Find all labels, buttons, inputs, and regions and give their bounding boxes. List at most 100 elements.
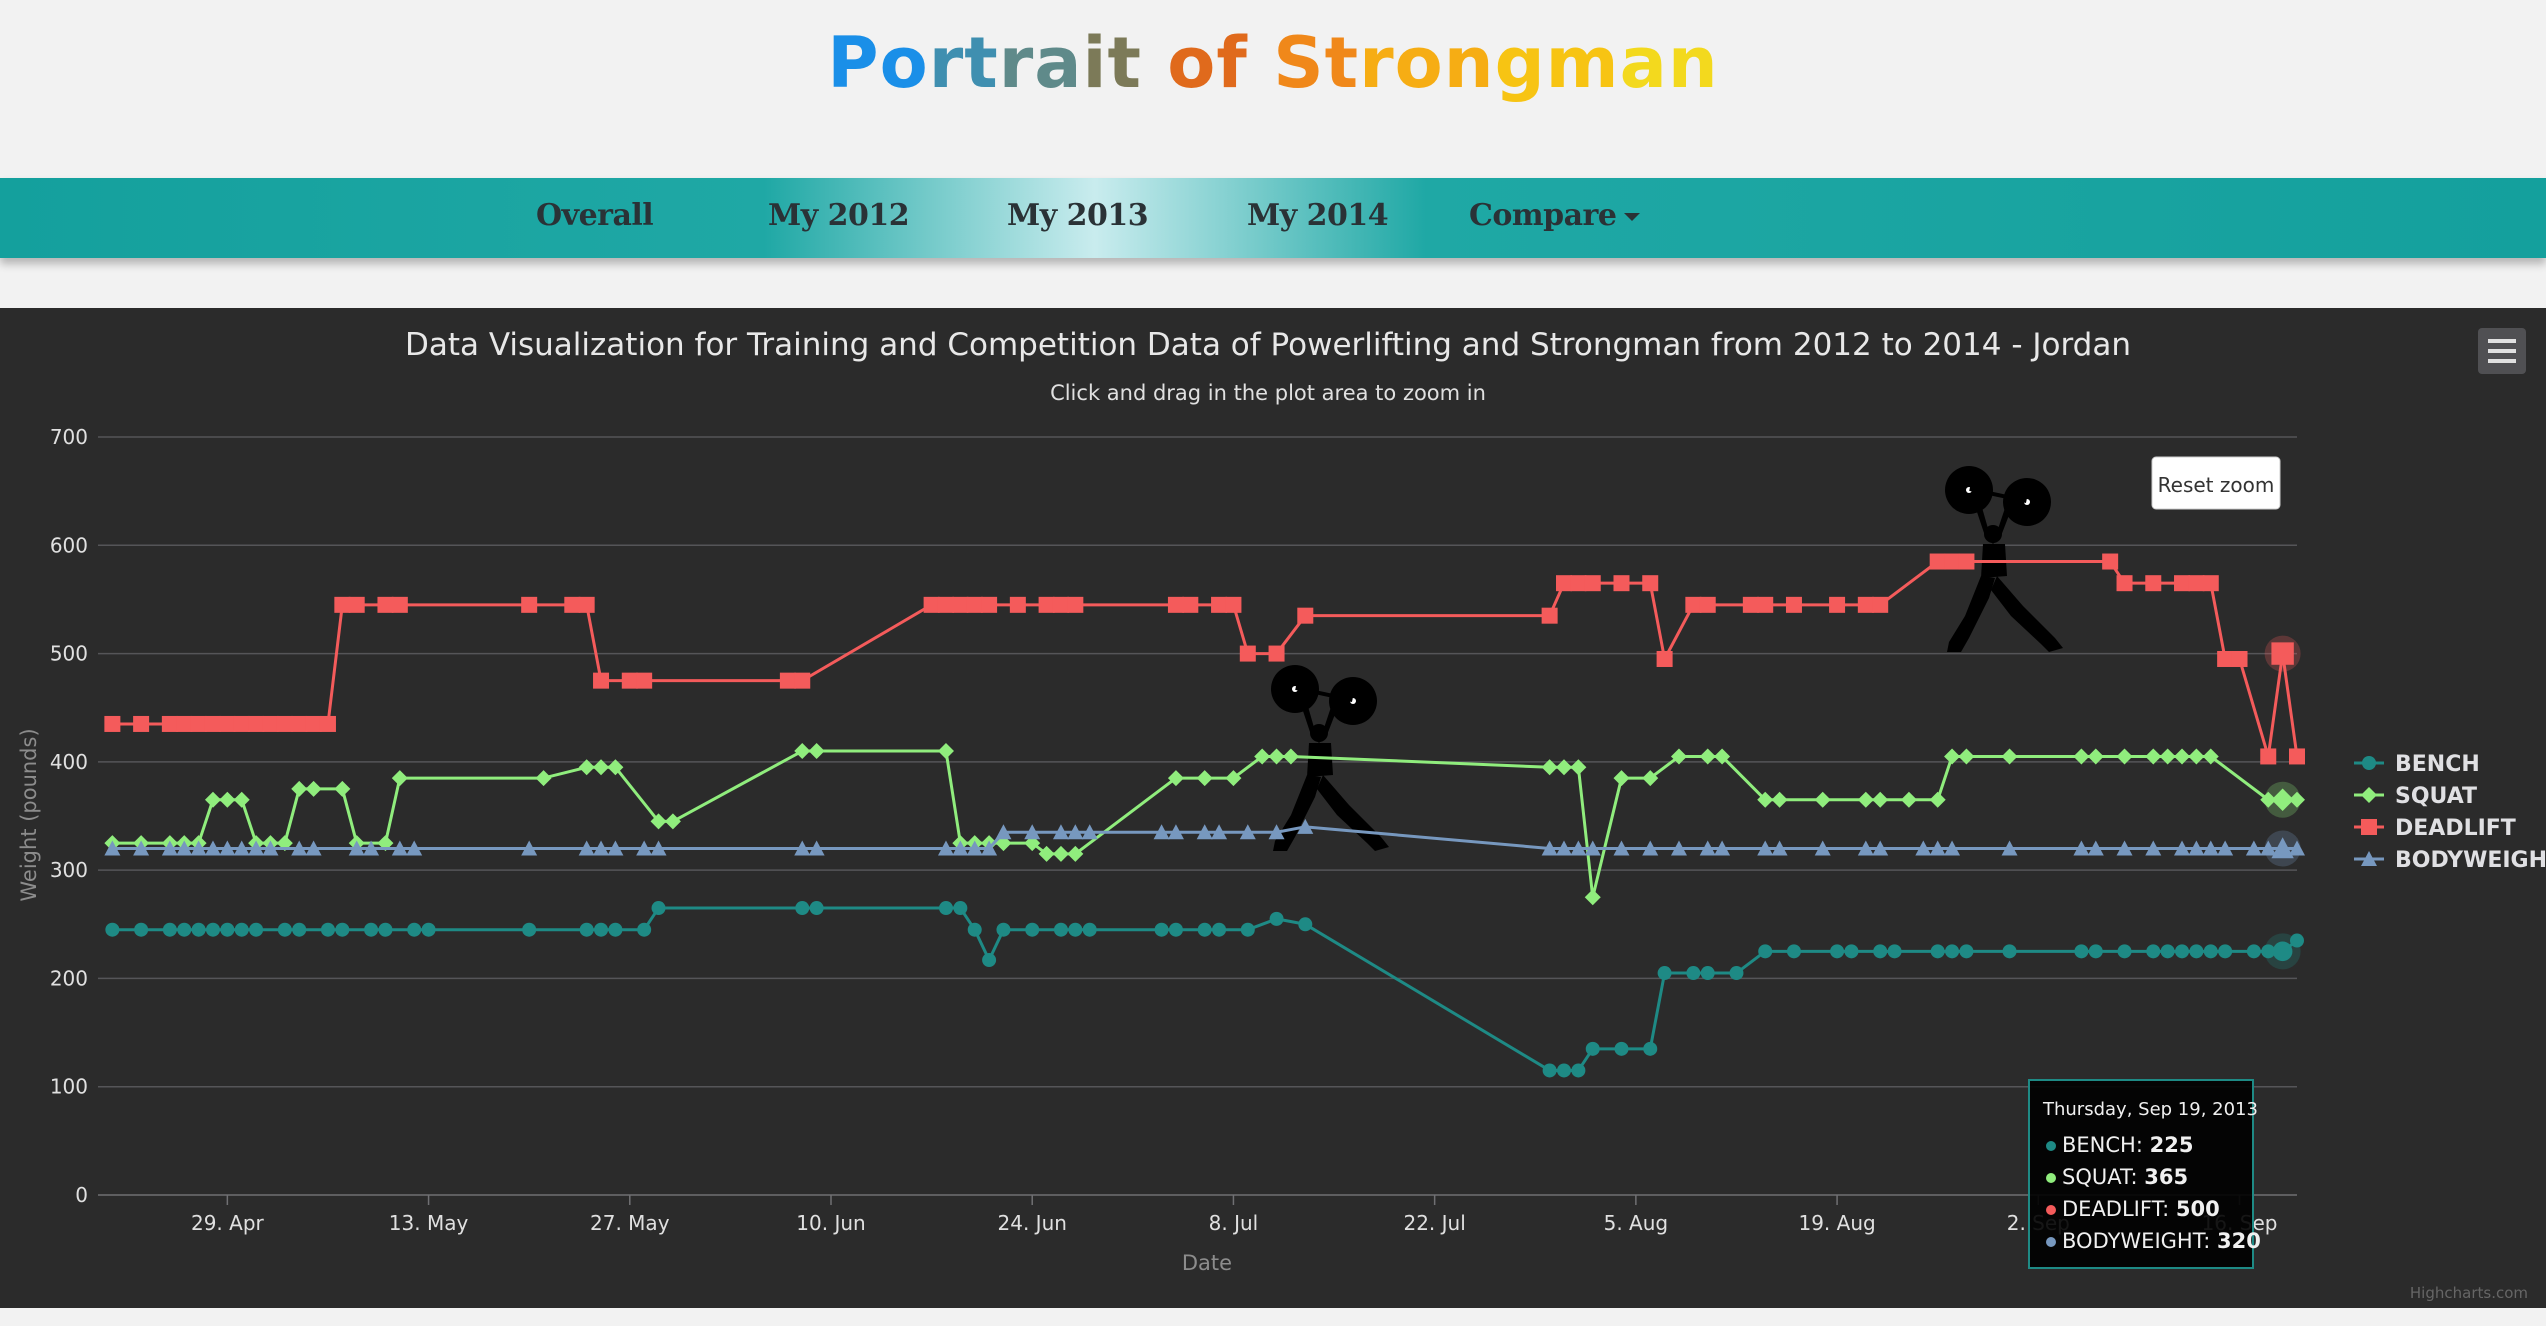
data-point-deadlift[interactable] [291,715,308,732]
data-point-bench[interactable] [1197,922,1212,937]
legend-marker[interactable] [2361,851,2377,866]
data-point-bench[interactable] [1887,944,1902,959]
data-point-bench[interactable] [1298,917,1313,932]
data-point-deadlift[interactable] [219,715,236,732]
data-point-bench[interactable] [1585,1041,1600,1056]
data-point-bench[interactable] [2088,944,2103,959]
data-point-deadlift[interactable] [276,715,293,732]
data-point-deadlift[interactable] [2217,650,2234,667]
data-point-deadlift[interactable] [1052,596,1069,613]
data-point-deadlift[interactable] [621,672,638,689]
data-point-bench[interactable] [594,922,609,937]
data-point-bodyweight[interactable] [2217,840,2234,856]
data-point-squat[interactable] [204,791,221,808]
data-point-bench[interactable] [1557,1063,1571,1078]
data-point-deadlift[interactable] [1297,607,1314,624]
data-point-bodyweight[interactable] [1556,840,1572,856]
data-point-bodyweight[interactable] [1239,824,1256,840]
data-point-bodyweight[interactable] [1929,840,1946,856]
data-point-bodyweight[interactable] [578,840,595,856]
data-point-bench[interactable] [2002,944,2017,959]
data-point-bodyweight[interactable] [104,840,121,856]
data-point-squat[interactable] [334,780,351,797]
data-point-bodyweight[interactable] [1052,824,1069,840]
data-point-bodyweight[interactable] [981,840,998,856]
data-point-deadlift[interactable] [262,715,279,732]
data-point-squat[interactable] [1929,791,1946,808]
data-point-bodyweight[interactable] [1167,824,1184,840]
data-point-squat[interactable] [593,759,610,776]
data-point-squat[interactable] [1958,748,1975,765]
data-point-bench[interactable] [1844,944,1859,959]
data-point-deadlift[interactable] [1211,596,1228,613]
data-point-deadlift[interactable] [2145,575,2162,592]
line-chart[interactable]: Data Visualization for Training and Comp… [0,308,2546,1308]
nav-overall[interactable]: Overall [536,198,654,233]
data-point-bench[interactable] [809,901,824,916]
data-point-bodyweight[interactable] [794,840,811,856]
data-point-bench[interactable] [1657,966,1672,981]
data-point-deadlift[interactable] [564,596,581,613]
data-point-bodyweight[interactable] [1153,824,1170,840]
data-point-bench[interactable] [1945,944,1960,959]
data-point-bodyweight[interactable] [2145,840,2162,856]
data-point-squat[interactable] [1613,770,1630,787]
data-point-deadlift[interactable] [1757,596,1774,613]
data-point-deadlift[interactable] [966,596,983,613]
data-point-bench[interactable] [162,922,177,937]
data-point-bodyweight[interactable] [521,840,538,856]
data-point-bench[interactable] [2246,944,2261,959]
data-point-deadlift[interactable] [1167,596,1184,613]
credits-link[interactable]: Highcharts.com [2410,1284,2528,1302]
data-point-bodyweight[interactable] [2260,840,2277,856]
data-point-deadlift[interactable] [923,596,940,613]
data-point-bodyweight[interactable] [1642,840,1659,856]
data-point-deadlift[interactable] [190,715,207,732]
data-point-bodyweight[interactable] [406,840,423,856]
data-point-deadlift[interactable] [1829,596,1846,613]
data-point-bench[interactable] [1082,922,1097,937]
data-point-bodyweight[interactable] [2202,840,2219,856]
data-point-deadlift[interactable] [1584,575,1601,592]
data-point-bench[interactable] [407,922,422,937]
data-point-bench[interactable] [982,953,997,968]
data-point-squat[interactable] [1167,770,1184,787]
data-point-bench[interactable] [177,922,192,937]
legend-marker[interactable] [2361,787,2377,803]
data-point-deadlift[interactable] [1857,596,1874,613]
data-point-bench[interactable] [795,901,810,916]
data-point-bodyweight[interactable] [1857,840,1874,856]
data-point-bench[interactable] [1212,922,1227,937]
data-point-bench[interactable] [205,922,220,937]
data-point-bodyweight[interactable] [391,840,408,856]
legend-item-bench[interactable]: BENCH [2354,752,2480,777]
data-point-deadlift[interactable] [1556,575,1572,592]
data-point-bench[interactable] [2203,944,2218,959]
reset-zoom-button[interactable]: Reset zoom [2151,456,2281,510]
data-point-bench[interactable] [1571,1063,1586,1078]
data-point-deadlift[interactable] [1929,553,1946,570]
data-point-bench[interactable] [292,922,307,937]
data-point-bodyweight[interactable] [1699,840,1716,856]
data-point-squat[interactable] [219,791,236,808]
data-point-bench[interactable] [1873,944,1888,959]
data-point-bodyweight[interactable] [1771,840,1788,856]
data-point-bench[interactable] [2175,944,2190,959]
data-point-squat[interactable] [2174,748,2191,765]
data-point-bench[interactable] [134,922,149,937]
data-point-squat[interactable] [2188,748,2205,765]
data-point-bodyweight[interactable] [1196,824,1213,840]
data-point-bodyweight[interactable] [176,840,193,856]
data-point-bodyweight[interactable] [1211,824,1228,840]
data-point-bodyweight[interactable] [1024,824,1041,840]
nav-compare-dropdown[interactable]: Compare [1469,196,1641,236]
data-point-bench[interactable] [2160,944,2175,959]
data-point-squat[interactable] [578,759,595,776]
data-point-bench[interactable] [651,901,666,916]
data-point-deadlift[interactable] [348,596,365,613]
data-point-squat[interactable] [291,780,308,797]
data-point-bodyweight[interactable] [1814,840,1831,856]
data-point-deadlift[interactable] [1958,553,1975,570]
data-point-bench[interactable] [1269,911,1284,926]
data-point-squat[interactable] [937,743,954,760]
